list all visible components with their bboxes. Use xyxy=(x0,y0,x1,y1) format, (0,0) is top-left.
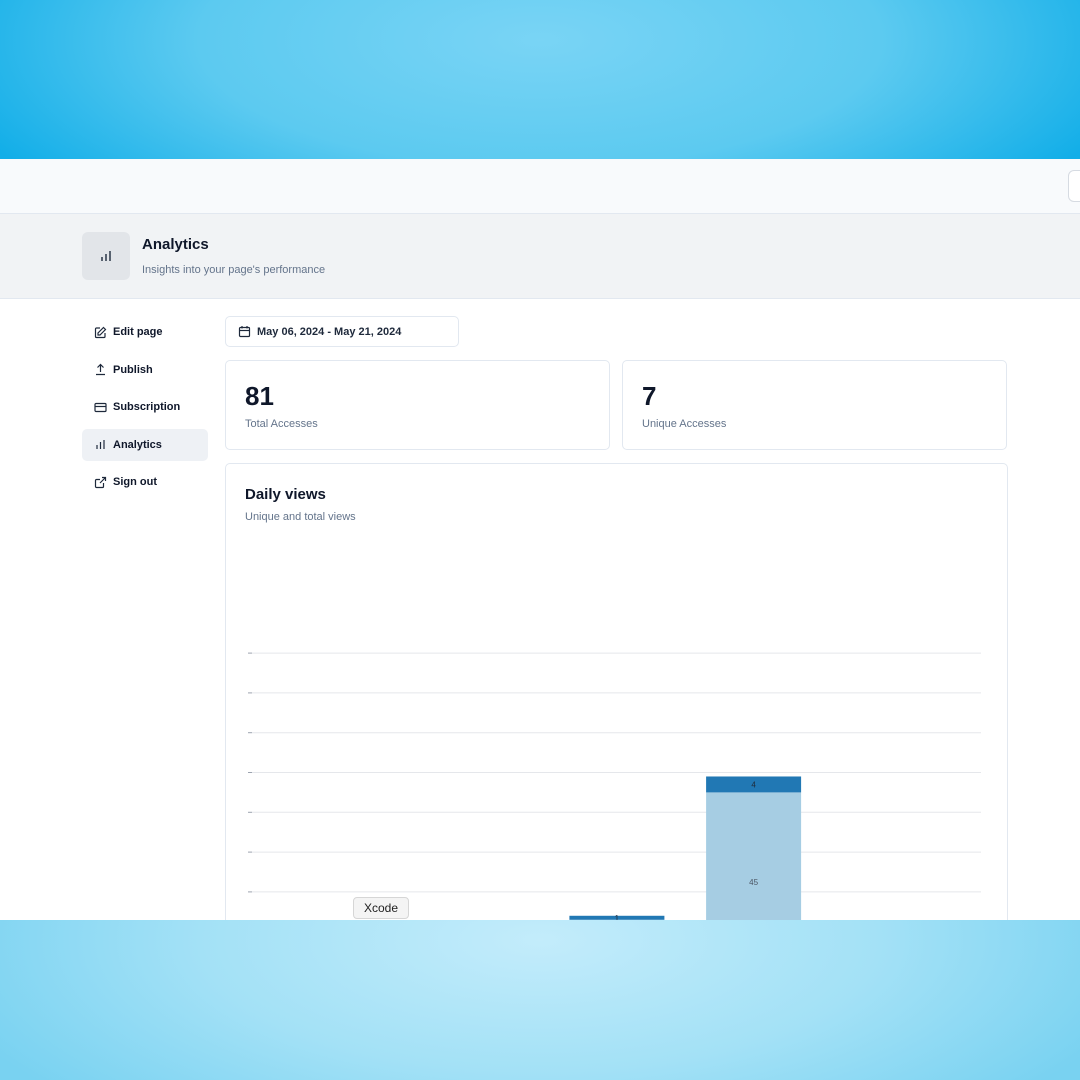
sidebar-item-label: Analytics xyxy=(113,438,162,451)
bar-segment-2 xyxy=(569,915,665,920)
sidebar-item-label: Subscription xyxy=(113,401,181,413)
sidebar-item-sign-out[interactable]: Sign out xyxy=(82,466,208,498)
chart-subtitle: Unique and total views xyxy=(245,511,356,523)
page-subtitle: Insights into your page's performance xyxy=(142,264,326,276)
background-bottom xyxy=(0,920,1080,1080)
bar-chart-icon xyxy=(82,232,130,280)
external-link-icon xyxy=(94,476,107,489)
calendar-icon xyxy=(238,325,251,338)
daily-views-card: Daily views Unique and total views 55131… xyxy=(225,463,1008,964)
unique-accesses-label: Unique Accesses xyxy=(642,418,727,430)
sidebar-item-label: Publish xyxy=(113,363,153,376)
unique-accesses-value: 7 xyxy=(642,381,657,411)
top-bar xyxy=(0,159,1080,214)
page-header: Analytics Insights into your page's perf… xyxy=(0,214,1080,299)
top-bar-button[interactable] xyxy=(1068,170,1080,202)
total-accesses-label: Total Accesses xyxy=(245,418,318,430)
page-title: Analytics xyxy=(142,236,209,253)
sidebar: Edit page Publish Subscription Analytics xyxy=(82,316,208,504)
bar-value-label: 1 xyxy=(615,914,620,923)
sidebar-item-label: Sign out xyxy=(113,476,157,488)
bar-value-label: 45 xyxy=(749,878,758,887)
bar-value-label: 4 xyxy=(751,780,756,789)
total-accesses-card: 81 Total Accesses xyxy=(225,360,610,450)
total-accesses-value: 81 xyxy=(245,381,274,411)
upload-icon xyxy=(94,363,107,376)
bar-segment-2 xyxy=(706,776,802,793)
chart-title: Daily views xyxy=(245,486,326,503)
xcode-tooltip: Xcode xyxy=(353,897,410,919)
sidebar-item-edit-page[interactable]: Edit page xyxy=(82,316,208,348)
sidebar-item-publish[interactable]: Publish xyxy=(82,354,208,386)
date-range-picker[interactable]: May 06, 2024 - May 21, 2024 xyxy=(225,316,459,347)
daily-views-chart: 551314542 xyxy=(248,652,981,964)
unique-accesses-card: 7 Unique Accesses xyxy=(622,360,1007,450)
sidebar-item-label: Edit page xyxy=(113,326,163,338)
edit-icon xyxy=(94,326,107,339)
sidebar-item-subscription[interactable]: Subscription xyxy=(82,391,208,423)
bar-chart-icon xyxy=(94,438,107,451)
credit-card-icon xyxy=(94,401,107,414)
background-top xyxy=(0,0,1080,160)
date-range-label: May 06, 2024 - May 21, 2024 xyxy=(257,325,402,338)
sidebar-item-analytics[interactable]: Analytics xyxy=(82,428,208,461)
